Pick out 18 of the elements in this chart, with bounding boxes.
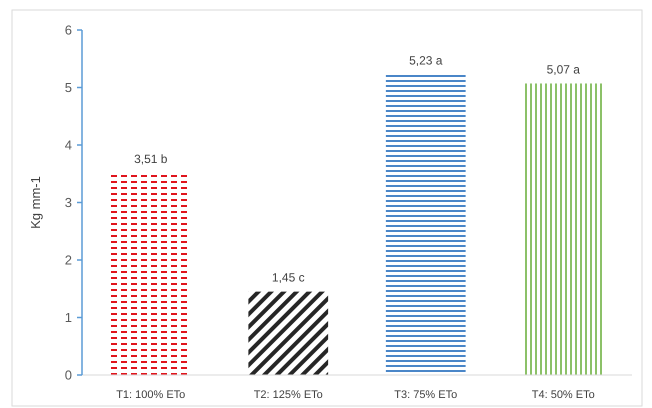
data-label: 3,51 b <box>134 152 168 166</box>
data-label: 1,45 c <box>272 270 305 285</box>
bar <box>248 292 328 375</box>
y-tick-label: 5 <box>64 80 72 96</box>
y-tick-label: 6 <box>64 22 72 38</box>
y-tick-label: 1 <box>64 310 72 326</box>
x-tick-label: T2: 125% ETo <box>254 389 323 401</box>
bar <box>523 83 604 375</box>
y-tick-label: 2 <box>64 252 72 268</box>
x-tick-label: T1: 100% ETo <box>116 389 186 401</box>
y-axis-title: Kg mm-1 <box>28 176 43 229</box>
x-tick-label: T3: 75% ETo <box>394 389 458 401</box>
y-tick-label: 4 <box>64 138 72 153</box>
y-tick-label: 0 <box>64 368 72 383</box>
data-label: 5,23 a <box>409 53 443 68</box>
data-label: 5,07 a <box>546 62 580 76</box>
y-tick-label: 3 <box>64 195 72 210</box>
x-tick-label: T4: 50% ETo <box>532 389 595 401</box>
